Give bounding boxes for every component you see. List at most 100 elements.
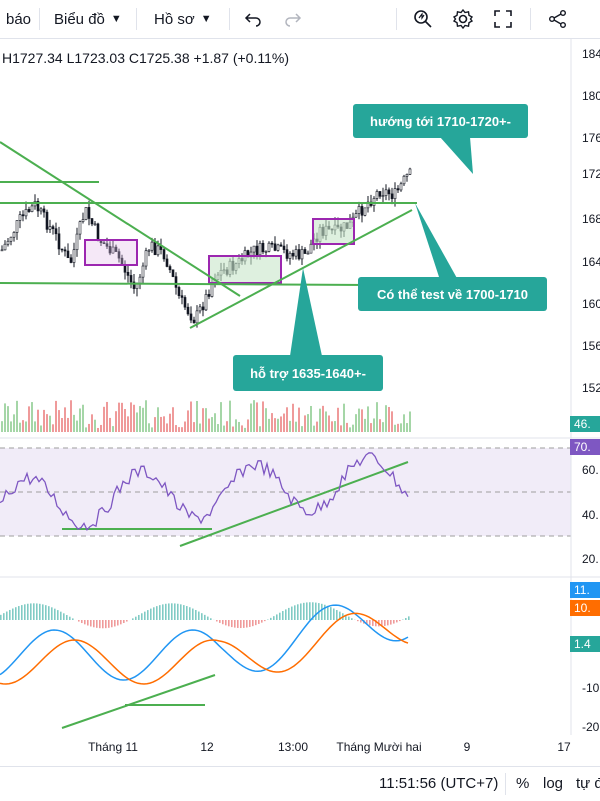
candle-body (1, 250, 3, 251)
volume-bar (313, 426, 315, 432)
candle-body (70, 258, 72, 263)
histogram-bar (63, 613, 65, 620)
histogram-bar (387, 620, 389, 625)
histogram-bar (360, 620, 362, 622)
histogram-bar (222, 620, 224, 624)
histogram-bar (258, 620, 260, 624)
chart-type-label: Biểu đồ (54, 11, 105, 28)
candle-body (94, 224, 96, 225)
time-tick: 12 (200, 740, 213, 754)
volume-bar (307, 414, 309, 432)
candle-body (88, 207, 90, 218)
volume-bar (169, 414, 171, 432)
histogram-bar (87, 620, 89, 626)
volume-bar (25, 421, 27, 432)
histogram-bar (60, 612, 62, 620)
candle-body (130, 275, 132, 282)
histogram-bar (351, 618, 353, 620)
histogram-bar (261, 620, 263, 623)
volume-bar (4, 403, 6, 432)
auto-toggle[interactable]: tự đ (576, 775, 600, 792)
histogram-bar (297, 604, 299, 620)
volume-bar (385, 405, 387, 432)
price-tick: 172 (582, 167, 600, 181)
candle-body (10, 237, 12, 241)
clock-timezone[interactable]: 11:51:56 (UTC+7) (379, 775, 498, 792)
candle-body (82, 220, 84, 222)
callout-target[interactable]: hướng tới 1710-1720+- (353, 104, 528, 138)
consolidation-box-2[interactable] (209, 256, 281, 283)
histogram-bar (216, 620, 218, 621)
price-tick: 164 (582, 255, 600, 269)
histogram-bar (15, 607, 17, 620)
fullscreen-icon (493, 9, 513, 29)
volume-bar (361, 409, 363, 432)
candle-body (85, 207, 87, 219)
histogram-bar (264, 620, 266, 621)
candle-body (184, 297, 186, 307)
macd-tick: -20 (582, 720, 599, 734)
candle-body (205, 294, 207, 310)
histogram-bar (177, 604, 179, 620)
candle-body (169, 267, 171, 270)
volume-bar (340, 425, 342, 432)
candle-body (361, 206, 363, 215)
volume-bar (394, 425, 396, 432)
candle-body (58, 234, 60, 249)
volume-bar (325, 411, 327, 432)
volume-bar (199, 424, 201, 432)
settings-button[interactable] (452, 0, 474, 38)
candle-body (256, 246, 258, 255)
candle-body (265, 251, 267, 252)
percent-toggle[interactable]: % (516, 775, 529, 792)
price-tick: 168 (582, 212, 600, 226)
volume-bar (52, 424, 54, 432)
support-horizontal-line[interactable] (0, 283, 370, 285)
toolbar-divider (39, 8, 40, 30)
volume-bar (202, 408, 204, 432)
consolidation-box-1[interactable] (85, 240, 137, 265)
histogram-bar (399, 620, 401, 621)
downtrend-line[interactable] (0, 142, 240, 296)
candle-body (64, 250, 66, 251)
callout-support[interactable]: hỗ trợ 1635-1640+- (233, 355, 383, 391)
volume-bar (238, 422, 240, 432)
volume-bar (400, 423, 402, 432)
histogram-bar (48, 606, 50, 620)
fullscreen-button[interactable] (493, 0, 513, 38)
profile-dropdown[interactable]: Hồ sơ ▼ (154, 0, 212, 38)
histogram-bar (300, 603, 302, 620)
volume-bar (166, 423, 168, 432)
candle-body (211, 283, 213, 296)
candle-body (394, 189, 396, 199)
undo-button[interactable] (244, 0, 262, 38)
chart-type-dropdown[interactable]: Biểu đồ ▼ (54, 0, 122, 38)
log-toggle[interactable]: log (543, 775, 563, 792)
candle-body (46, 212, 48, 229)
redo-button[interactable] (284, 0, 302, 38)
volume-bar (193, 422, 195, 432)
volume-bar (73, 415, 75, 432)
candle-body (277, 245, 279, 250)
volume-bar (223, 426, 225, 432)
candle-body (187, 307, 189, 314)
volume-bar (136, 412, 138, 432)
volume-bar (376, 402, 378, 432)
candle-body (91, 219, 93, 224)
partial-toolbar-item[interactable]: báo (6, 0, 31, 38)
status-bar: 11:51:56 (UTC+7) % log tự đ (0, 766, 600, 801)
share-button[interactable] (548, 0, 568, 38)
volume-bar (7, 406, 9, 432)
volume-bar (145, 400, 147, 432)
ohlc-change: +1.87 (+0.11%) (194, 50, 289, 66)
consolidation-box-3[interactable] (313, 219, 354, 244)
histogram-bar (237, 620, 239, 628)
candle-body (145, 251, 147, 266)
candle-body (127, 272, 129, 275)
callout-test[interactable]: Có thể test về 1700-1710 (358, 277, 547, 311)
macd-badge: 11. (570, 582, 600, 598)
volume-bar (397, 424, 399, 432)
histogram-bar (309, 602, 311, 620)
histogram-bar (333, 609, 335, 620)
quick-search-button[interactable] (413, 0, 433, 38)
